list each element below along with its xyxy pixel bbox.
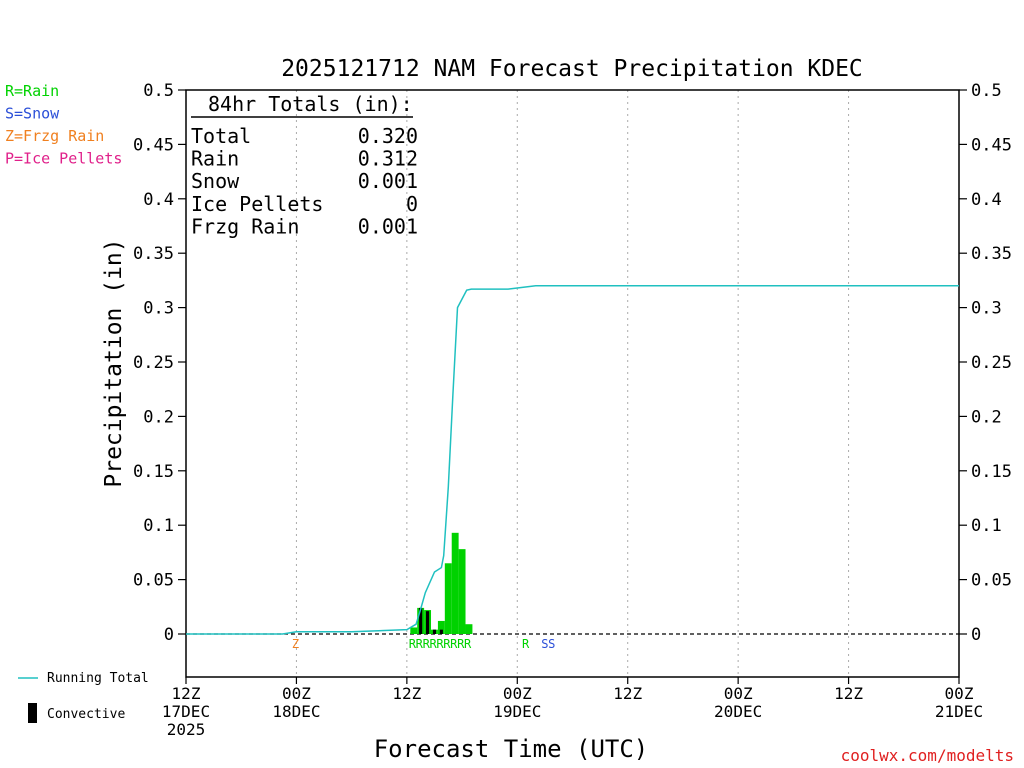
x-tick-label: 12Z xyxy=(392,684,421,703)
precip-bar xyxy=(458,549,466,634)
y-tick-label-right: 0.4 xyxy=(971,190,1002,210)
convective-bar xyxy=(439,629,443,634)
y-tick-label: 0.4 xyxy=(143,190,174,210)
credit-text: coolwx.com/modelts xyxy=(841,746,1014,765)
y-tick-label: 0.3 xyxy=(143,299,174,319)
y-tick-label: 0.45 xyxy=(133,135,174,155)
y-tick-label-right: 0.35 xyxy=(971,244,1012,264)
precip-type-legend: R=Rain S=Snow Z=Frzg Rain P=Ice Pellets xyxy=(5,82,122,168)
x-tick-label: 18DEC xyxy=(272,702,320,721)
totals-row-label: Frzg Rain xyxy=(191,214,299,238)
x-tick-label: 17DEC xyxy=(162,702,210,721)
y-tick-label-right: 0.2 xyxy=(971,407,1002,427)
x-tick-label: 00Z xyxy=(945,684,974,703)
totals-row-label: Total xyxy=(191,124,251,148)
y-tick-label: 0.2 xyxy=(143,407,174,427)
type-legend-item: R=Rain xyxy=(5,82,59,100)
ptype-marker: R xyxy=(443,637,451,651)
totals-box: 84hr Totals (in): Total 0.320 Rain 0.312 Sno… xyxy=(191,92,418,238)
ptype-marker: R xyxy=(464,637,472,651)
running-total-legend-label: Running Total xyxy=(47,671,149,686)
convective-bar xyxy=(432,629,437,634)
x-tick-label: 12Z xyxy=(172,684,201,703)
running-total-line xyxy=(186,285,959,635)
y-tick-label-right: 0.3 xyxy=(971,299,1002,319)
y-tick-label-right: 0.5 xyxy=(971,81,1002,101)
totals-row-value: 0.001 xyxy=(358,214,418,238)
type-legend-item: Z=Frzg Rain xyxy=(5,127,104,145)
totals-row-value: 0.320 xyxy=(358,124,418,148)
y-tick-label-right: 0.45 xyxy=(971,135,1012,155)
y-tick-label-right: 0 xyxy=(971,625,981,645)
totals-row-value: 0 xyxy=(406,192,418,216)
y-tick-label: 0.05 xyxy=(133,571,174,591)
y-tick-label-right: 0.25 xyxy=(971,353,1012,373)
ptype-marker: Z xyxy=(292,637,299,651)
y-axis-left: 0 0.05 0.1 0.15 0.2 0.25 0.3 0.35 0.4 0.45 0.5 xyxy=(133,81,186,645)
totals-row-value: 0.312 xyxy=(358,147,418,171)
type-legend-item: S=Snow xyxy=(5,105,60,123)
x-tick-label: 2025 xyxy=(167,720,206,739)
y-tick-label: 0.1 xyxy=(143,516,174,536)
y-tick-label: 0.15 xyxy=(133,462,174,482)
convective-bar xyxy=(419,607,423,634)
ptype-marker: R xyxy=(429,637,437,651)
x-tick-label: 00Z xyxy=(503,684,532,703)
plot-frame xyxy=(185,89,960,678)
x-tick-label: 12Z xyxy=(834,684,863,703)
precip-bar xyxy=(451,532,459,634)
y-tick-label-right: 0.1 xyxy=(971,516,1002,536)
y-tick-label: 0.5 xyxy=(143,81,174,101)
ptype-marker: R xyxy=(423,637,431,651)
ptype-marker: S xyxy=(548,637,555,651)
y-axis-label: Precipitation (in) xyxy=(101,238,127,487)
totals-row-value: 0.001 xyxy=(358,169,418,193)
y-tick-label-right: 0.05 xyxy=(971,571,1012,591)
y-tick-label: 0 xyxy=(164,625,174,645)
type-legend-item: P=Ice Pellets xyxy=(5,150,122,168)
convective-bar xyxy=(426,611,430,634)
x-tick-label: 19DEC xyxy=(493,702,541,721)
x-tick-label: 00Z xyxy=(724,684,753,703)
ptype-marker: R xyxy=(416,637,424,651)
ptype-marker: R xyxy=(436,637,444,651)
totals-row-label: Rain xyxy=(191,147,239,171)
series-legend: Running Total Convective xyxy=(18,671,149,723)
x-tick-label: 00Z xyxy=(282,684,311,703)
totals-row-label: Snow xyxy=(191,169,240,193)
y-axis-right: 0 0.05 0.1 0.15 0.2 0.25 0.3 0.35 0.4 0.45 0.5 xyxy=(959,81,1012,645)
ptype-marker: R xyxy=(450,637,458,651)
y-tick-label-right: 0.15 xyxy=(971,462,1012,482)
x-tick-label: 20DEC xyxy=(714,702,762,721)
totals-row-label: Ice Pellets xyxy=(191,192,323,216)
convective-bars xyxy=(419,607,443,634)
y-tick-label: 0.25 xyxy=(133,353,174,373)
convective-swatch xyxy=(28,703,37,723)
precip-bar xyxy=(437,620,445,634)
ptype-marker: R xyxy=(522,637,530,651)
precip-bar xyxy=(465,624,473,634)
x-tick-label: 12Z xyxy=(613,684,642,703)
ptype-marker: R xyxy=(457,637,465,651)
chart-title: 2025121712 NAM Forecast Precipitation KD… xyxy=(281,56,863,82)
precip-bar xyxy=(410,627,418,634)
grid-lines xyxy=(295,90,850,677)
ptype-marker: R xyxy=(409,637,417,651)
ptype-marker: S xyxy=(541,637,548,651)
x-axis-label: Forecast Time (UTC) xyxy=(374,735,649,763)
convective-legend-label: Convective xyxy=(47,707,125,722)
totals-header: 84hr Totals (in): xyxy=(208,92,413,116)
precip-bar xyxy=(444,563,452,634)
x-tick-label: 21DEC xyxy=(935,702,983,721)
y-tick-label: 0.35 xyxy=(133,244,174,264)
